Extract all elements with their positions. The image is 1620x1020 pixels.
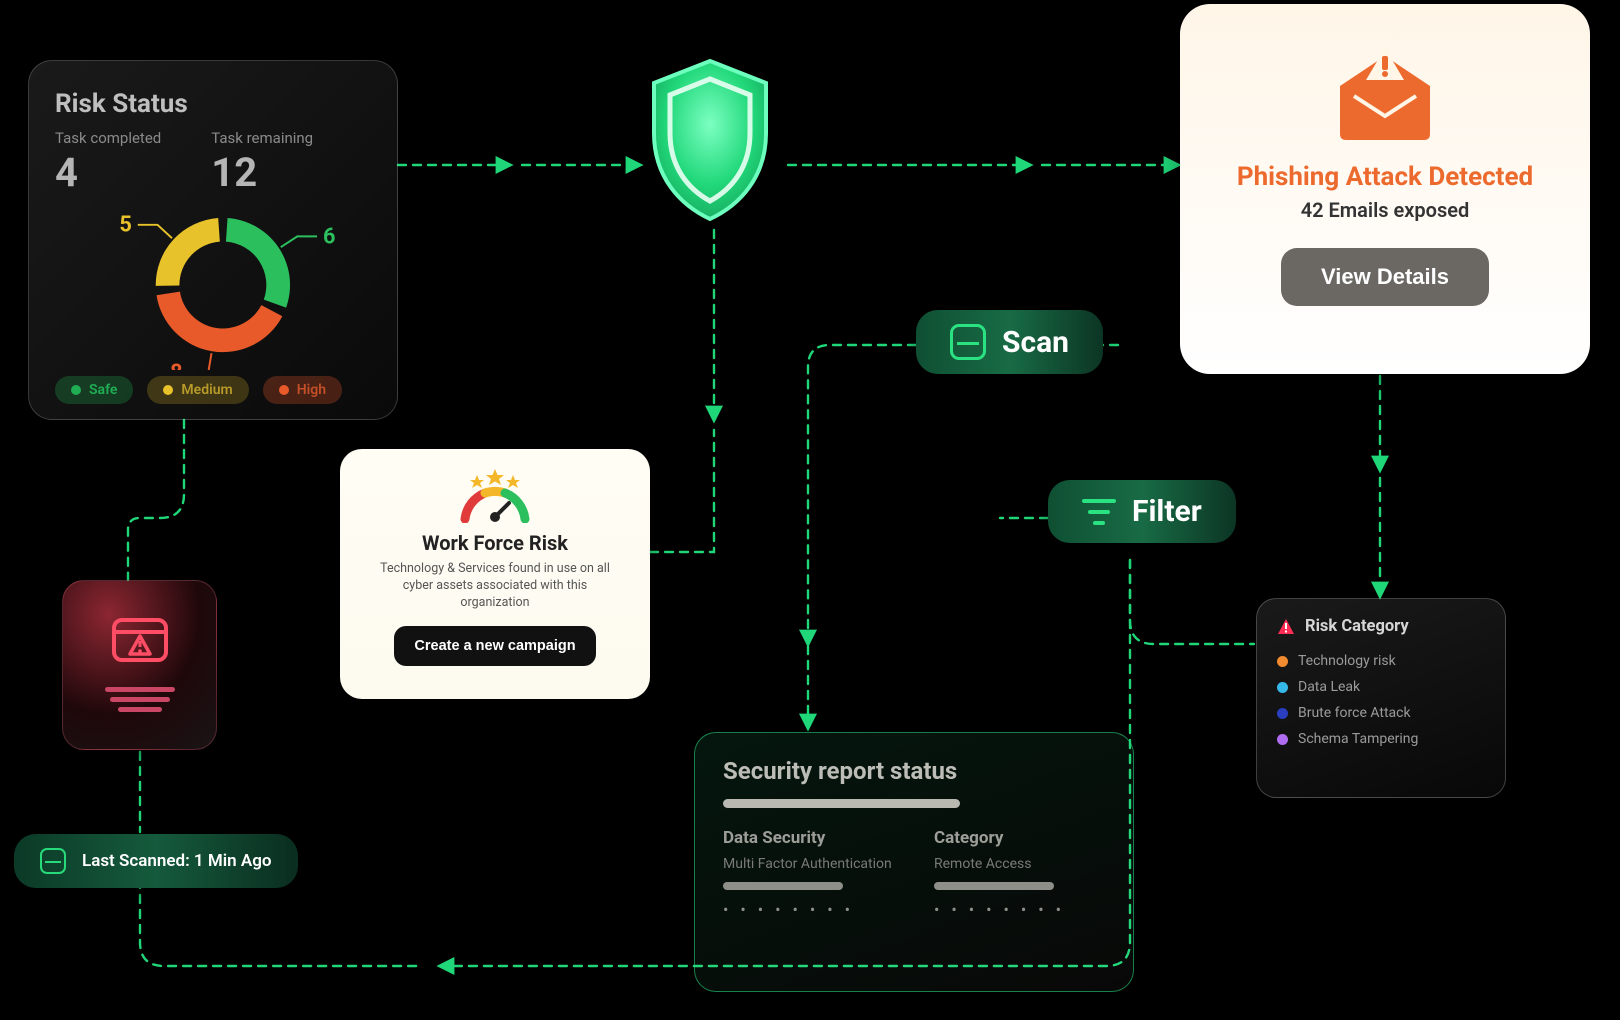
category-label: Schema Tampering (1298, 731, 1418, 747)
phishing-icon (1330, 44, 1440, 144)
legend-text: Safe (89, 382, 117, 398)
risk-legend: Safe Medium High (55, 376, 371, 404)
risk-status-card: Risk Status Task completed 4 Task remain… (28, 60, 398, 420)
donut-segment (156, 218, 220, 286)
risk-category-card: Risk Category Technology risk Data Leak Br… (1256, 598, 1506, 798)
donut-segment (226, 218, 290, 308)
donut-segment-label: 5 (119, 213, 131, 238)
phishing-card: Phishing Attack Detected 42 Emails expos… (1180, 4, 1590, 374)
donut-segment (157, 292, 283, 353)
risk-category-item: Schema Tampering (1277, 726, 1485, 752)
risk-category-item: Technology risk (1277, 648, 1485, 674)
last-scanned-label: Last Scanned: 1 Min Ago (82, 851, 272, 871)
column-row: Remote Access (934, 856, 1105, 872)
category-label: Brute force Attack (1298, 705, 1411, 721)
category-label: Technology risk (1298, 653, 1396, 669)
workforce-card: Work Force Risk Technology & Services fo… (340, 449, 650, 699)
category-dot (1277, 708, 1288, 719)
filter-chip[interactable]: Filter (1048, 480, 1236, 543)
task-completed-label: Task completed (55, 129, 161, 147)
category-dot (1277, 682, 1288, 693)
scan-icon (950, 324, 986, 360)
risk-status-title: Risk Status (55, 89, 371, 119)
legend-dot (279, 385, 289, 395)
legend-text: High (297, 382, 326, 398)
phishing-title: Phishing Attack Detected (1237, 162, 1533, 192)
legend-pill: Safe (55, 376, 133, 404)
task-remaining-label: Task remaining (211, 129, 313, 147)
gauge-icon (453, 469, 537, 523)
risk-donut: 6 8 5 (55, 200, 371, 370)
security-report-title: Security report status (723, 757, 1105, 785)
legend-dot (163, 385, 173, 395)
scan-label: Scan (1002, 325, 1069, 360)
legend-text: Medium (181, 382, 232, 398)
progress-bar (723, 799, 960, 808)
filter-label: Filter (1132, 494, 1202, 529)
create-campaign-button[interactable]: Create a new campaign (394, 626, 595, 666)
browser-alert-icon (108, 614, 172, 672)
workforce-title: Work Force Risk (422, 531, 568, 555)
alert-icon (1277, 618, 1295, 636)
category-dot (1277, 734, 1288, 745)
phishing-subtitle: 42 Emails exposed (1301, 198, 1470, 222)
last-scanned-chip: Last Scanned: 1 Min Ago (14, 834, 298, 888)
warning-card (62, 580, 217, 750)
security-report-column: Data Security Multi Factor Authentication… (723, 828, 894, 919)
shield-icon (640, 55, 780, 225)
view-details-button[interactable]: View Details (1281, 248, 1489, 306)
risk-category-title: Risk Category (1305, 617, 1409, 636)
risk-category-item: Data Leak (1277, 674, 1485, 700)
donut-segment-label: 6 (323, 224, 335, 249)
task-completed-value: 4 (55, 149, 161, 196)
legend-dot (71, 385, 81, 395)
scan-icon (40, 848, 66, 874)
warning-lines (105, 682, 175, 717)
donut-segment-label: 8 (170, 361, 182, 370)
column-header: Category (934, 828, 1105, 848)
task-remaining-value: 12 (211, 149, 313, 196)
scan-chip[interactable]: Scan (916, 310, 1103, 374)
legend-pill: Medium (147, 376, 248, 404)
risk-category-item: Brute force Attack (1277, 700, 1485, 726)
column-row: Multi Factor Authentication (723, 856, 894, 872)
category-dot (1277, 656, 1288, 667)
security-report-card: Security report status Data Security Mult… (694, 732, 1134, 992)
workforce-description: Technology & Services found in use on al… (362, 561, 628, 612)
column-header: Data Security (723, 828, 894, 848)
filter-icon (1082, 499, 1116, 525)
legend-pill: High (263, 376, 342, 404)
diagram-canvas: Risk Status Task completed 4 Task remain… (0, 0, 1620, 1020)
security-report-column: CategoryRemote Access• • • • • • • • (934, 828, 1105, 919)
category-label: Data Leak (1298, 679, 1360, 695)
